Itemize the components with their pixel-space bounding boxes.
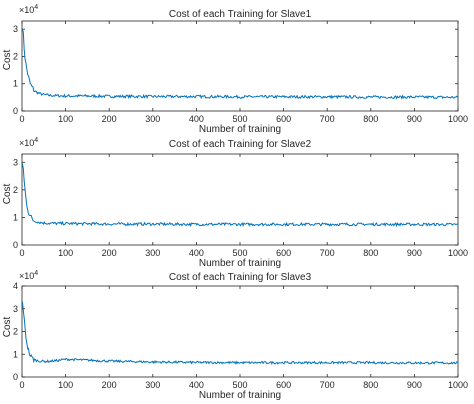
x-tick-label: 600 [276, 248, 291, 258]
subplot-slave1: Cost of each Training for Slave1 ×104 Co… [2, 4, 468, 135]
y-tick-label: 1 [13, 79, 18, 89]
x-axis-label: Number of training [199, 124, 281, 135]
x-tick-label: 800 [363, 248, 378, 258]
y-exponent-power: 4 [34, 270, 38, 277]
y-axis-label: Cost [2, 183, 13, 204]
x-tick-label: 700 [320, 248, 335, 258]
x-tick-label: 700 [320, 380, 335, 390]
x-tick-label: 100 [58, 114, 73, 124]
y-tick-label: 2 [13, 327, 18, 337]
x-tick-label: 400 [189, 248, 204, 258]
x-tick-label: 1000 [448, 248, 468, 258]
x-tick-label: 1000 [448, 114, 468, 124]
y-tick-label: 3 [13, 157, 18, 167]
x-tick-label: 600 [276, 114, 291, 124]
x-tick-label: 500 [232, 380, 247, 390]
x-tick-label: 200 [102, 248, 117, 258]
y-axis-label: Cost [2, 316, 13, 337]
y-exponent-base: ×10 [19, 271, 34, 281]
x-tick-label: 700 [320, 114, 335, 124]
plot-area: 0 100 200 300 400 500 600 700 800 900 1000 0 1 2 3 [13, 153, 468, 258]
x-tick-label: 200 [102, 114, 117, 124]
x-tick-label: 900 [407, 248, 422, 258]
x-tick-label: 800 [363, 380, 378, 390]
y-tick-label: 3 [13, 24, 18, 34]
x-tick-label: 100 [58, 380, 73, 390]
plot-area: 0 100 200 300 400 500 600 700 800 900 1000 0 1 2 3 4 [13, 281, 468, 390]
x-tick-label: 100 [58, 248, 73, 258]
x-tick-label: 900 [407, 380, 422, 390]
x-tick-label: 0 [19, 380, 24, 390]
y-exponent-label: ×104 [19, 270, 38, 281]
x-axis-label: Number of training [199, 258, 281, 269]
y-tick-label: 1 [13, 212, 18, 222]
y-axis-label: Cost [2, 49, 13, 70]
y-tick-label: 0 [13, 372, 18, 382]
x-tick-label: 900 [407, 114, 422, 124]
y-exponent-power: 4 [34, 4, 38, 11]
y-tick-label: 0 [13, 240, 18, 250]
x-tick-label: 0 [19, 248, 24, 258]
series-line [21, 301, 458, 365]
x-tick-label: 300 [145, 380, 160, 390]
series-line [21, 163, 458, 228]
subplot-slave3: Cost of each Training for Slave3 ×104 Co… [2, 270, 468, 401]
y-tick-label: 1 [13, 349, 18, 359]
chart-title: Cost of each Training for Slave3 [169, 272, 312, 283]
x-tick-label: 1000 [448, 380, 468, 390]
x-tick-label: 0 [19, 114, 24, 124]
x-tick-label: 600 [276, 380, 291, 390]
subplot-slave2: Cost of each Training for Slave2 ×104 Co… [2, 137, 468, 269]
plot-area: 0 100 200 300 400 500 600 700 800 900 1000 0 1 2 3 [13, 20, 468, 124]
y-tick-label: 3 [13, 304, 18, 314]
y-exponent-base: ×10 [19, 5, 34, 15]
x-axis-label: Number of training [199, 390, 281, 401]
y-exponent-label: ×104 [19, 4, 38, 15]
y-tick-label: 0 [13, 106, 18, 116]
x-tick-label: 400 [189, 380, 204, 390]
x-tick-label: 500 [232, 248, 247, 258]
y-exponent-base: ×10 [19, 138, 34, 148]
y-tick-label: 4 [13, 281, 18, 291]
x-tick-label: 300 [145, 114, 160, 124]
x-tick-label: 300 [145, 248, 160, 258]
y-exponent-label: ×104 [19, 137, 38, 148]
y-tick-label: 2 [13, 185, 18, 195]
x-tick-label: 800 [363, 114, 378, 124]
y-exponent-power: 4 [34, 137, 38, 144]
chart-title: Cost of each Training for Slave1 [169, 9, 312, 20]
y-tick-label: 2 [13, 51, 18, 61]
x-tick-label: 400 [189, 114, 204, 124]
x-tick-label: 500 [232, 114, 247, 124]
chart-title: Cost of each Training for Slave2 [169, 139, 312, 150]
series-line [21, 29, 458, 100]
x-tick-label: 200 [102, 380, 117, 390]
